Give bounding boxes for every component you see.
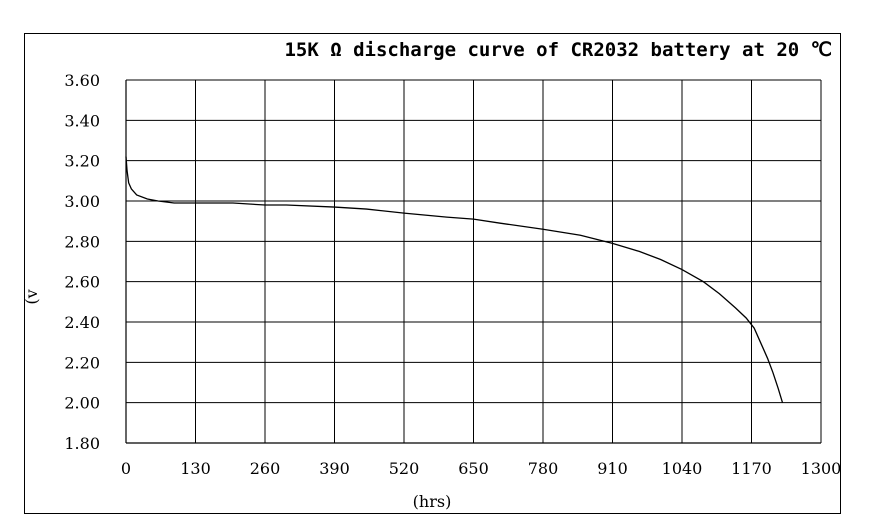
x-tick-label: 390: [319, 459, 350, 478]
y-tick-label: 2.80: [64, 232, 100, 251]
y-tick-label: 3.20: [64, 152, 100, 171]
y-tick-label: 3.00: [64, 192, 100, 211]
y-tick-label: 2.20: [64, 353, 100, 372]
axes: [125, 80, 821, 444]
y-tick-label: 3.60: [64, 71, 100, 90]
y-tick-label: 1.80: [64, 434, 100, 453]
chart-frame: 15K Ω discharge curve of CR2032 battery …: [24, 33, 841, 514]
x-axis-label: (hrs): [413, 492, 452, 511]
x-tick-label: 130: [180, 459, 211, 478]
grid: [126, 79, 822, 443]
x-tick-label: 910: [597, 459, 628, 478]
x-tick-label: 260: [250, 459, 281, 478]
x-tick-label: 0: [121, 459, 131, 478]
series-layer: [125, 156, 784, 403]
y-tick-label: 2.60: [64, 273, 100, 292]
series-line: [125, 156, 784, 403]
chart-svg: 15K Ω discharge curve of CR2032 battery …: [25, 39, 841, 511]
x-tick-label: 1300: [801, 459, 842, 478]
x-tick-label: 1040: [662, 459, 703, 478]
chart-title: 15K Ω discharge curve of CR2032 battery …: [284, 39, 832, 61]
tick-labels: 0 130 260 390 520 650 780 910 1040 1170 1300 3.60 3.…: [64, 71, 841, 478]
x-tick-label: 780: [528, 459, 559, 478]
y-axis-label: (v: [25, 289, 41, 304]
y-tick-label: 2.40: [64, 313, 100, 332]
y-tick-label: 3.40: [64, 111, 100, 130]
y-tick-label: 2.00: [64, 394, 100, 413]
x-tick-label: 1170: [731, 459, 772, 478]
x-tick-label: 520: [389, 459, 420, 478]
x-tick-label: 650: [458, 459, 489, 478]
